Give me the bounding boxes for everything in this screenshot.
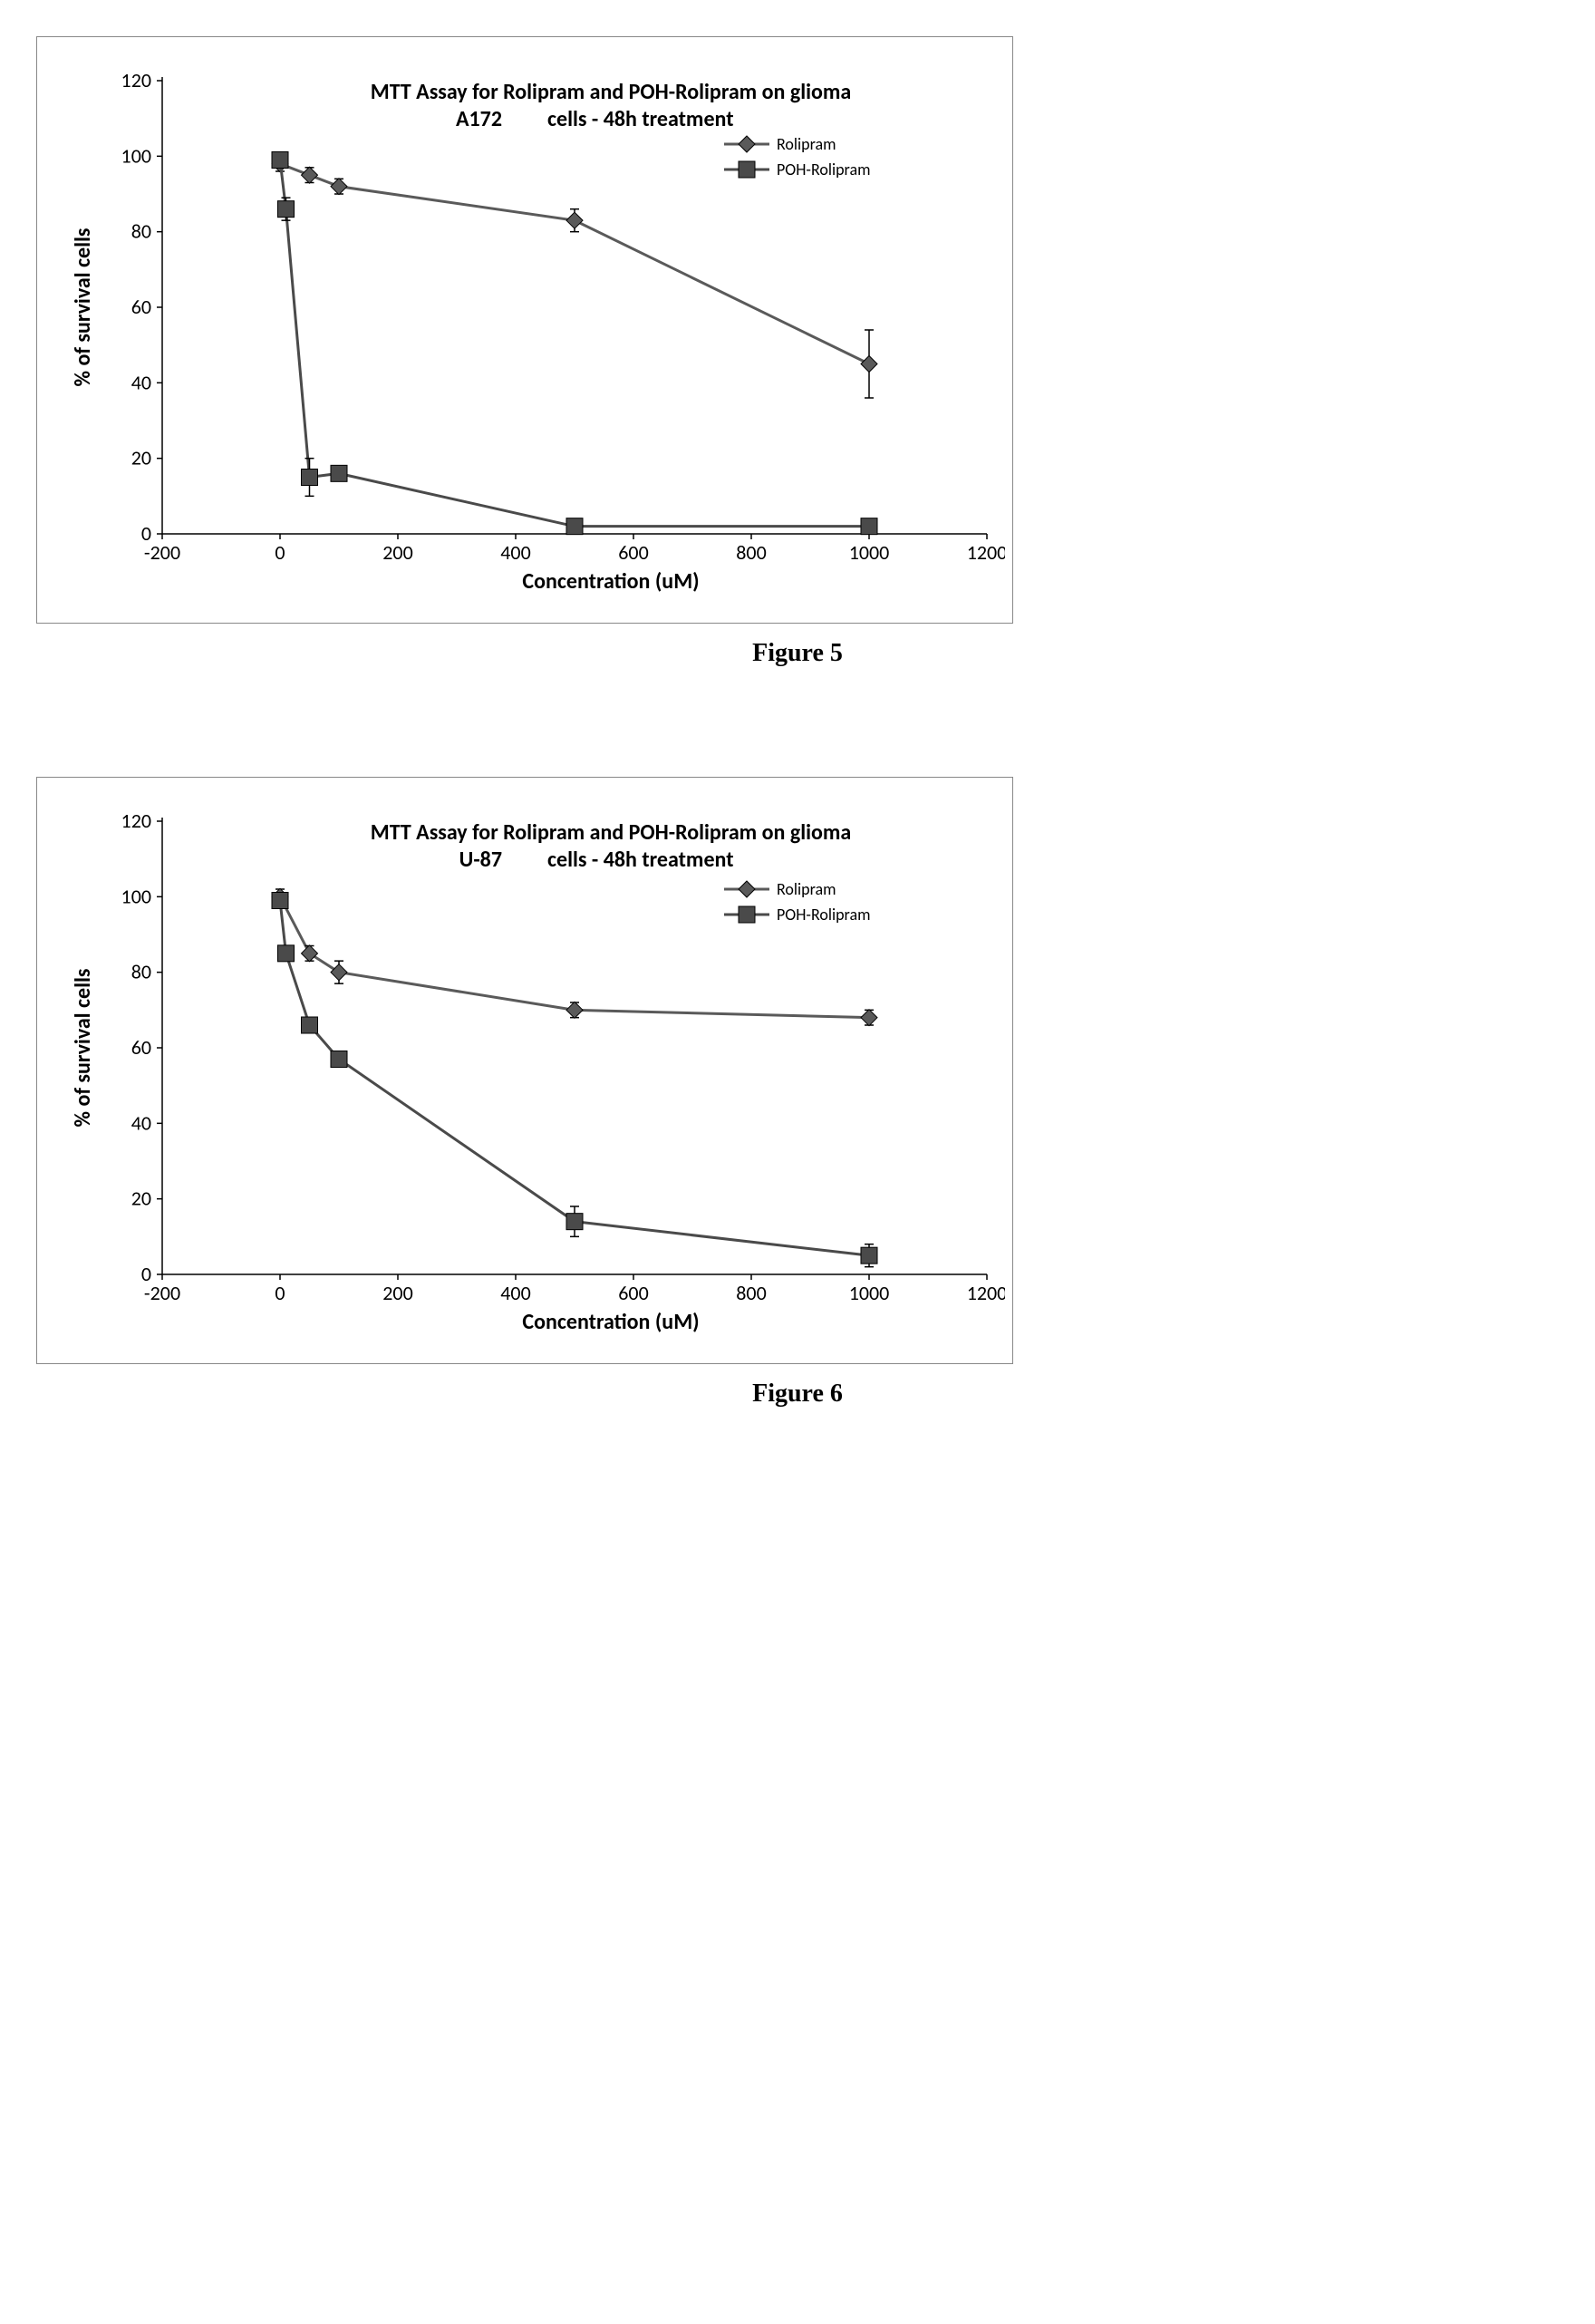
x-axis-label: Concentration (uM)	[522, 568, 699, 595]
svg-text:100: 100	[121, 884, 151, 908]
x-axis-label: Concentration (uM)	[522, 1309, 699, 1335]
legend-label-0: Rolipram	[777, 879, 836, 899]
chart-title-l1: MTT Assay for Rolipram and POH-Rolipram …	[371, 79, 852, 105]
svg-text:200: 200	[382, 540, 412, 565]
legend-label-1: POH-Rolipram	[777, 905, 870, 925]
svg-text:1000: 1000	[849, 1281, 890, 1305]
chart-title-cell: U-87	[459, 847, 502, 873]
chart-title-rest: cells - 48h treatment	[547, 847, 734, 873]
series-line-0	[280, 164, 869, 364]
svg-text:800: 800	[736, 540, 766, 565]
svg-text:40: 40	[131, 1110, 151, 1135]
legend-label-0: Rolipram	[777, 134, 836, 154]
svg-text:0: 0	[275, 1281, 285, 1305]
svg-text:1200: 1200	[967, 1281, 1005, 1305]
y-axis-label: % of survival cells	[70, 969, 96, 1128]
svg-text:80: 80	[131, 219, 151, 244]
svg-text:600: 600	[618, 540, 648, 565]
chart-title-cell: A172	[456, 106, 502, 132]
svg-text:20: 20	[131, 446, 151, 470]
svg-text:1000: 1000	[849, 540, 890, 565]
figure-6: 020406080100120-200020040060080010001200…	[36, 777, 1559, 1409]
svg-text:120: 120	[121, 809, 151, 833]
chart-title-rest: cells - 48h treatment	[547, 106, 734, 132]
svg-text:1200: 1200	[967, 540, 1005, 565]
svg-text:40: 40	[131, 370, 151, 394]
svg-text:100: 100	[121, 143, 151, 168]
figure-caption: Figure 5	[36, 639, 1559, 668]
svg-text:800: 800	[736, 1281, 766, 1305]
svg-text:400: 400	[500, 1281, 530, 1305]
svg-text:60: 60	[131, 1035, 151, 1060]
chart-frame: 020406080100120-200020040060080010001200…	[36, 36, 1013, 624]
svg-text:-200: -200	[144, 540, 180, 565]
y-axis-label: % of survival cells	[70, 228, 96, 387]
svg-text:400: 400	[500, 540, 530, 565]
figure-caption: Figure 6	[36, 1380, 1559, 1409]
svg-text:-200: -200	[144, 1281, 180, 1305]
chart-frame: 020406080100120-200020040060080010001200…	[36, 777, 1013, 1364]
series-line-1	[280, 901, 869, 1256]
svg-text:80: 80	[131, 960, 151, 984]
svg-text:20: 20	[131, 1186, 151, 1211]
figure-5: 020406080100120-200020040060080010001200…	[36, 36, 1559, 668]
chart-title-l1: MTT Assay for Rolipram and POH-Rolipram …	[371, 819, 852, 846]
legend-label-1: POH-Rolipram	[777, 160, 870, 179]
svg-text:200: 200	[382, 1281, 412, 1305]
svg-text:60: 60	[131, 295, 151, 319]
svg-text:0: 0	[275, 540, 285, 565]
svg-text:600: 600	[618, 1281, 648, 1305]
svg-text:120: 120	[121, 68, 151, 92]
